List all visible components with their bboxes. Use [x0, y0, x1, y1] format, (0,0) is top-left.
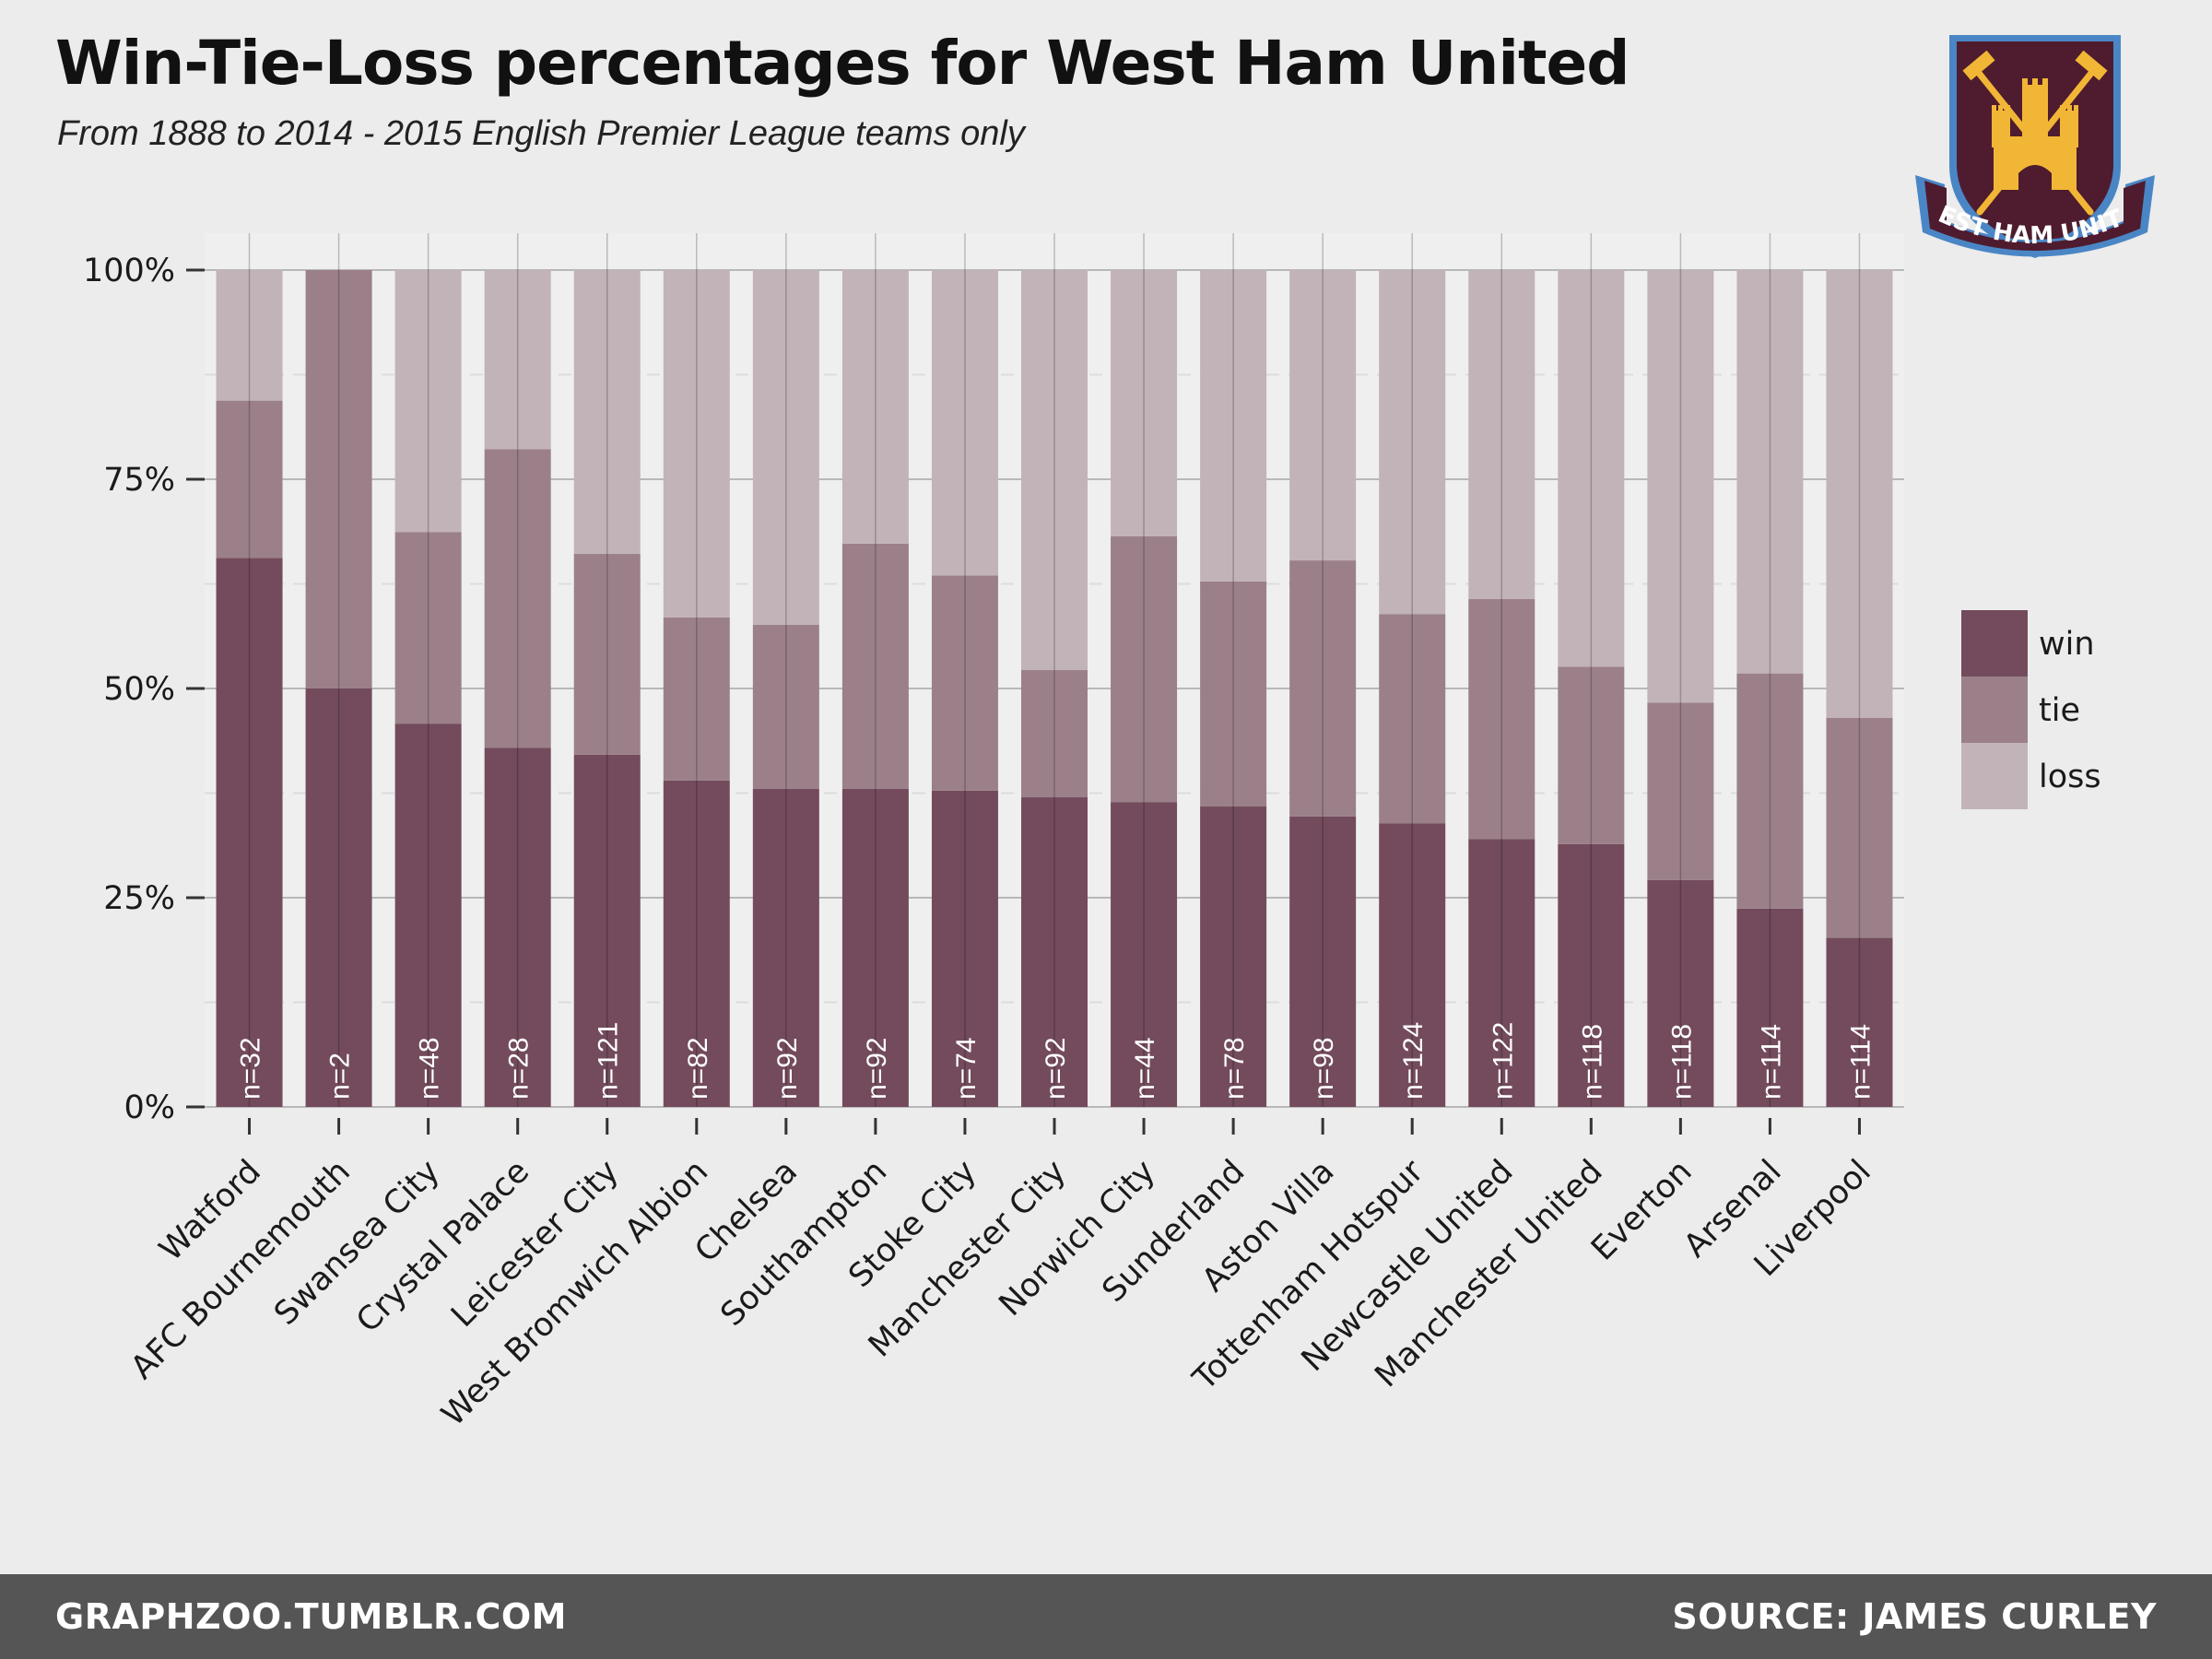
bar-segment-loss [1021, 270, 1088, 671]
y-tick-label: 75% [103, 462, 175, 499]
stacked-bar-chart: n=32 n=2 n=48 n=28 n=121 n=82 n=92 n=92 n=74 n=92… [83, 233, 2101, 1433]
n-label: n=44 [1130, 1037, 1160, 1100]
bar-segment-tie [663, 617, 730, 781]
bar-segment-loss [1558, 270, 1625, 667]
legend: win tie loss [1961, 610, 2101, 809]
bar-segment-tie [305, 270, 372, 688]
footer-source: SOURCE: JAMES CURLEY [1672, 1596, 2157, 1637]
bar-segment-win [752, 788, 819, 1107]
n-label: n=98 [1309, 1037, 1339, 1100]
n-label: n=122 [1488, 1022, 1518, 1100]
bar-layer [216, 233, 1893, 1107]
bar-segment-loss [931, 270, 998, 576]
bar-segment-loss [484, 270, 551, 450]
n-label-layer: n=32 n=2 n=48 n=28 n=121 n=82 n=92 n=92 n=74 n=92… [236, 1022, 1877, 1100]
bar-segment-win [1826, 937, 1893, 1107]
bar-segment-win [1468, 839, 1535, 1107]
bar-segment-loss [1200, 270, 1267, 582]
chart-title: Win-Tie-Loss percentages for West Ham Un… [55, 28, 1630, 99]
bar-segment-win [1111, 802, 1178, 1107]
legend-label-loss: loss [2039, 759, 2101, 795]
y-tick-label: 100% [83, 253, 175, 289]
n-label: n=78 [1219, 1037, 1250, 1100]
y-tick-label: 25% [103, 880, 175, 917]
legend-label-tie: tie [2039, 692, 2080, 729]
bar-segment-tie [1468, 598, 1535, 840]
n-label: n=82 [683, 1037, 713, 1100]
footer-site: GRAPHZOO.TUMBLR.COM [55, 1596, 567, 1637]
bar-segment-win [1736, 908, 1804, 1107]
bar-segment-loss [1647, 270, 1714, 703]
n-label: n=92 [862, 1037, 892, 1100]
bar-segment-tie [394, 532, 462, 724]
bar-segment-win [1379, 823, 1446, 1107]
bar-segment-loss [841, 270, 909, 544]
bar-segment-tie [1826, 717, 1893, 938]
bar-segment-loss [1468, 270, 1535, 599]
x-tick-label: Everton [1584, 1153, 1700, 1268]
chart-subtitle: From 1888 to 2014 - 2015 English Premier… [57, 114, 1025, 153]
bar-segment-tie [752, 624, 819, 789]
y-tick-label: 0% [124, 1089, 175, 1126]
x-tick-label: Norwich City [993, 1153, 1163, 1324]
bar-segment-win [1200, 806, 1267, 1107]
bar-segment-win [394, 724, 462, 1107]
west-ham-crest-logo: WEST HAM UNITED [1906, 28, 2155, 258]
bar-segment-tie [484, 449, 551, 748]
legend-swatch-loss [1961, 743, 2028, 809]
bar-segment-loss [1111, 270, 1178, 536]
bar-segment-loss [752, 270, 819, 625]
bar-segment-tie [1289, 560, 1357, 817]
bar-segment-loss [1379, 270, 1446, 615]
n-label: n=2 [325, 1053, 356, 1100]
n-label: n=28 [504, 1037, 535, 1100]
bar-segment-win [663, 780, 730, 1107]
bar-segment-loss [573, 270, 641, 554]
n-label: n=121 [594, 1022, 624, 1100]
bar-segment-tie [1558, 666, 1625, 844]
legend-swatch-tie [1961, 677, 2028, 743]
bar-segment-tie [931, 575, 998, 791]
bar-segment-loss [1289, 270, 1357, 561]
bar-segment-tie [1200, 581, 1267, 807]
bar-segment-tie [216, 400, 283, 559]
bar-segment-loss [1826, 270, 1893, 718]
bar-segment-tie [573, 553, 641, 755]
bar-segment-tie [1736, 673, 1804, 909]
n-label: n=114 [1756, 1024, 1786, 1100]
bar-segment-tie [1379, 614, 1446, 824]
bar-segment-loss [663, 270, 730, 618]
n-label: n=124 [1398, 1022, 1429, 1100]
n-label: n=48 [415, 1037, 445, 1100]
bar-segment-tie [1111, 535, 1178, 803]
bar-segment-win [1021, 797, 1088, 1107]
bar-segment-win [484, 747, 551, 1107]
bar-segment-win [1558, 843, 1625, 1107]
bar-segment-tie [1647, 702, 1714, 880]
n-label: n=74 [951, 1037, 982, 1100]
bar-segment-loss [216, 270, 283, 401]
bar-segment-win [1647, 879, 1714, 1107]
bar-segment-tie [1021, 670, 1088, 798]
bar-segment-win [573, 754, 641, 1107]
footer-bar: GRAPHZOO.TUMBLR.COM SOURCE: JAMES CURLEY [0, 1574, 2212, 1659]
bar-segment-win [305, 688, 372, 1107]
bar-segment-tie [841, 543, 909, 789]
legend-swatch-win [1961, 610, 2028, 677]
bar-segment-win [1289, 816, 1357, 1107]
y-tick-label: 50% [103, 671, 175, 708]
legend-label-win: win [2039, 626, 2095, 663]
bar-segment-win [216, 558, 283, 1107]
n-label: n=118 [1577, 1024, 1607, 1100]
bar-segment-loss [394, 270, 462, 533]
bar-segment-win [841, 788, 909, 1107]
bar-segment-loss [1736, 270, 1804, 674]
n-label: n=32 [236, 1037, 266, 1100]
n-label: n=92 [1041, 1037, 1071, 1100]
bar-segment-win [931, 790, 998, 1107]
n-label: n=114 [1845, 1024, 1876, 1100]
n-label: n=92 [772, 1037, 803, 1100]
n-label: n=118 [1666, 1024, 1697, 1100]
